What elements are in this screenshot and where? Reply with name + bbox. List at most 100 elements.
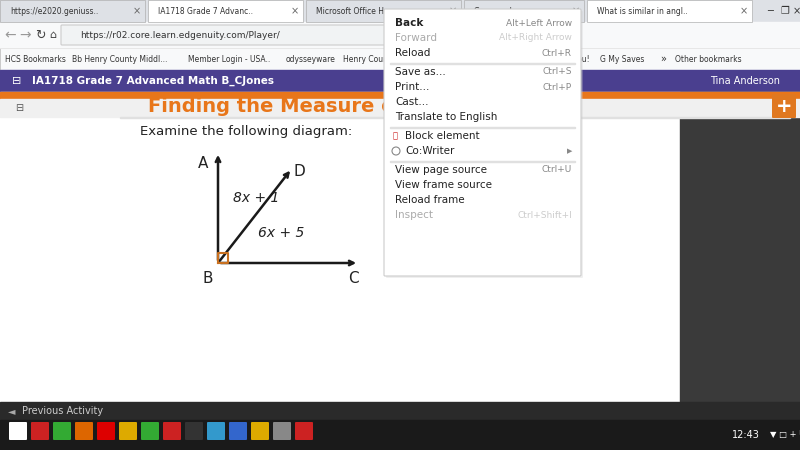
Text: Alt+Right Arrow: Alt+Right Arrow <box>499 33 572 42</box>
Text: Alt+Left Arrow: Alt+Left Arrow <box>506 18 572 27</box>
Text: 6x + 5: 6x + 5 <box>258 226 304 240</box>
Text: ←: ← <box>4 28 16 42</box>
Text: ×: × <box>572 6 580 16</box>
Text: ▶: ▶ <box>566 148 572 154</box>
FancyBboxPatch shape <box>9 422 27 440</box>
Text: »: » <box>660 54 666 64</box>
Text: IA1718 Grade 7 Advanced Math B_CJones: IA1718 Grade 7 Advanced Math B_CJones <box>32 76 274 86</box>
Text: ▼ □ + US: ▼ □ + US <box>770 431 800 440</box>
Bar <box>0 0 800 22</box>
FancyBboxPatch shape <box>185 422 203 440</box>
Text: Tina Anderson: Tina Anderson <box>710 76 780 86</box>
Bar <box>306 0 461 22</box>
Text: Block element: Block element <box>405 131 480 141</box>
Text: Inspect: Inspect <box>395 210 433 220</box>
FancyBboxPatch shape <box>97 422 115 440</box>
Text: Reload: Reload <box>395 48 430 58</box>
Text: Back: Back <box>395 18 423 28</box>
Text: Print...: Print... <box>395 82 430 92</box>
Text: ◄: ◄ <box>8 406 15 416</box>
FancyBboxPatch shape <box>229 422 247 440</box>
Text: View frame source: View frame source <box>395 180 492 190</box>
Text: +: + <box>776 96 792 116</box>
Text: Henry County Lo..: Henry County Lo.. <box>343 54 411 63</box>
Text: ×: × <box>740 6 748 16</box>
Bar <box>0 22 800 48</box>
Text: Bb Henry County Middl...: Bb Henry County Middl... <box>71 54 167 63</box>
Text: ─: ─ <box>767 6 773 16</box>
Text: Finding the Measure of a Com: Finding the Measure of a Com <box>148 98 478 117</box>
Bar <box>0 420 800 450</box>
Text: Reload frame: Reload frame <box>395 195 465 205</box>
Text: Ctrl+R: Ctrl+R <box>542 49 572 58</box>
FancyBboxPatch shape <box>251 422 269 440</box>
Text: ×: × <box>133 6 141 16</box>
Text: ❐: ❐ <box>781 6 790 16</box>
Bar <box>0 92 800 402</box>
Text: ⊟: ⊟ <box>12 76 22 86</box>
Text: Ctrl+P: Ctrl+P <box>543 82 572 91</box>
Bar <box>148 0 303 22</box>
Text: View page source: View page source <box>395 165 487 175</box>
Text: Member Login - USA..: Member Login - USA.. <box>187 54 270 63</box>
Text: Previous Activity: Previous Activity <box>22 406 103 416</box>
Text: Ctrl+U: Ctrl+U <box>542 166 572 175</box>
Bar <box>120 117 790 118</box>
Text: IA1718 Grade 7 Advanc..: IA1718 Grade 7 Advanc.. <box>158 6 253 15</box>
Bar <box>0 92 800 402</box>
Text: HCS Bookmarks: HCS Bookmarks <box>5 54 66 63</box>
Text: ×: × <box>291 6 299 16</box>
Text: 8x + 1: 8x + 1 <box>233 191 279 205</box>
Text: astest free You!: astest free You! <box>530 54 590 63</box>
FancyBboxPatch shape <box>295 422 313 440</box>
Text: https://e2020.geniuss..: https://e2020.geniuss.. <box>10 6 98 15</box>
FancyBboxPatch shape <box>61 25 523 45</box>
Bar <box>390 63 575 64</box>
FancyBboxPatch shape <box>119 422 137 440</box>
Bar <box>390 161 575 162</box>
FancyBboxPatch shape <box>75 422 93 440</box>
Text: odysseyware: odysseyware <box>286 54 335 63</box>
FancyBboxPatch shape <box>31 422 49 440</box>
FancyBboxPatch shape <box>386 11 583 278</box>
Text: ×: × <box>449 6 457 16</box>
Text: Translate to English: Translate to English <box>395 112 498 122</box>
Text: B: B <box>202 271 214 286</box>
Text: ↻: ↻ <box>34 28 46 41</box>
Text: →: → <box>19 28 31 42</box>
Bar <box>0 402 800 420</box>
Bar <box>390 127 575 128</box>
Text: Examine the following diagram:: Examine the following diagram: <box>140 126 352 139</box>
Text: Microsoft Office Home: Microsoft Office Home <box>316 6 401 15</box>
FancyBboxPatch shape <box>141 422 159 440</box>
Bar <box>0 92 800 99</box>
Text: G My Saves: G My Saves <box>600 54 644 63</box>
Text: What is similar in angl..: What is similar in angl.. <box>597 6 688 15</box>
FancyBboxPatch shape <box>273 422 291 440</box>
Bar <box>0 48 800 70</box>
Text: Other bookmarks: Other bookmarks <box>675 54 742 63</box>
Text: Save as...: Save as... <box>395 67 446 77</box>
Text: Cast...: Cast... <box>395 97 429 107</box>
FancyBboxPatch shape <box>207 422 225 440</box>
FancyBboxPatch shape <box>772 94 796 118</box>
Bar <box>680 92 800 402</box>
Text: 🛡: 🛡 <box>393 131 398 140</box>
FancyBboxPatch shape <box>384 9 581 276</box>
Text: Co:Writer: Co:Writer <box>405 146 454 156</box>
Text: ×: × <box>793 6 800 16</box>
Text: Forward: Forward <box>395 33 437 43</box>
Text: D: D <box>294 164 306 179</box>
Text: ⊟: ⊟ <box>15 103 23 113</box>
Bar <box>0 70 800 92</box>
Text: A: A <box>198 156 208 171</box>
FancyBboxPatch shape <box>53 422 71 440</box>
Bar <box>587 0 752 22</box>
Bar <box>464 0 584 22</box>
Text: C: C <box>348 271 358 286</box>
FancyBboxPatch shape <box>163 422 181 440</box>
Text: 12:43: 12:43 <box>732 430 760 440</box>
Text: https://r02.core.learn.edgenuity.com/Player/: https://r02.core.learn.edgenuity.com/Pla… <box>80 31 280 40</box>
Text: Grammarly: Grammarly <box>474 6 518 15</box>
Bar <box>0 99 800 117</box>
